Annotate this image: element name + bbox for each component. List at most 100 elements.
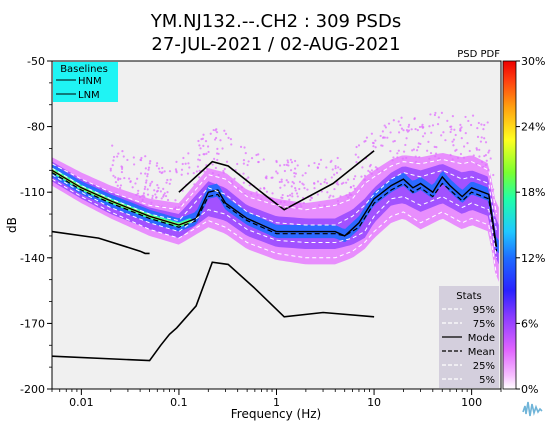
density-outlier (123, 176, 126, 180)
density-outlier (355, 145, 358, 149)
density-outlier (345, 181, 348, 184)
density-outlier (466, 142, 469, 145)
density-outlier (287, 164, 290, 167)
colorbar (502, 60, 517, 390)
density-outlier (203, 170, 206, 173)
density-outlier (323, 181, 326, 184)
density-outlier (237, 186, 240, 190)
density-outlier (133, 163, 136, 166)
density-outlier (236, 162, 239, 166)
density-outlier (336, 156, 339, 160)
series-line-5pct (52, 178, 497, 276)
density-outlier (265, 190, 269, 193)
density-outlier (313, 161, 316, 165)
density-outlier (450, 128, 453, 131)
density-outlier (281, 193, 284, 197)
density-outlier (324, 178, 327, 181)
density-outlier (117, 177, 120, 180)
density-outlier (262, 158, 265, 161)
density-outlier (407, 125, 410, 128)
density-outlier (407, 123, 411, 127)
density-outlier (415, 149, 419, 152)
density-outlier (434, 111, 437, 115)
density-outlier (168, 170, 172, 173)
density-outlier (325, 166, 328, 169)
density-outlier (157, 186, 160, 189)
density-outlier (335, 171, 339, 174)
density-outlier (182, 156, 185, 160)
density-outlier (459, 123, 462, 126)
density-outlier (372, 145, 375, 148)
density-outlier (405, 156, 408, 160)
density-outlier (336, 199, 340, 203)
density-outlier (451, 158, 454, 161)
density-outlier (301, 174, 304, 177)
density-outlier (292, 182, 296, 185)
density-outlier (148, 184, 152, 187)
density-outlier (371, 141, 375, 144)
density-outlier (291, 180, 294, 184)
density-outlier (144, 181, 148, 184)
density-outlier (157, 167, 161, 170)
density-outlier (348, 191, 351, 195)
density-outlier (360, 175, 363, 178)
density-outlier (222, 171, 225, 174)
density-outlier (260, 198, 263, 201)
density-outlier (187, 162, 190, 165)
density-outlier (405, 129, 409, 132)
density-outlier (454, 133, 457, 137)
density-outlier (299, 203, 302, 206)
stats-legend-label: Mode (468, 333, 495, 344)
density-outlier (397, 120, 400, 123)
colorbar-tick-label: 24% (521, 121, 545, 134)
density-outlier (283, 201, 286, 204)
density-outlier (329, 194, 332, 197)
density-outlier (121, 149, 124, 153)
density-outlier (313, 187, 316, 190)
density-outlier (279, 200, 283, 203)
density-outlier (259, 187, 262, 190)
density-outlier (215, 128, 218, 131)
density-outlier (175, 160, 178, 164)
density-outlier (216, 158, 219, 162)
density-outlier (200, 138, 203, 141)
density-outlier (436, 123, 440, 126)
density-outlier (484, 141, 488, 144)
y-tick-label: -80 (27, 121, 45, 134)
density-outlier (240, 186, 243, 189)
density-outlier (444, 139, 447, 142)
y-axis-label: dB (5, 217, 19, 233)
density-outlier (492, 188, 495, 191)
x-tick-label: 1 (273, 396, 280, 409)
density-outlier (120, 167, 124, 171)
density-outlier (144, 172, 147, 175)
density-outlier (479, 140, 483, 143)
density-outlier (217, 173, 220, 177)
density-outlier (383, 124, 386, 127)
density-outlier (468, 149, 471, 153)
density-outlier (149, 160, 152, 163)
density-outlier (477, 121, 480, 125)
density-outlier (332, 195, 335, 198)
stats-legend-label: 95% (473, 305, 495, 316)
density-outlier (197, 158, 200, 161)
density-outlier (433, 113, 437, 117)
density-outlier (148, 162, 151, 165)
colorbar-tick-label: 18% (521, 186, 545, 199)
density-outlier (144, 185, 147, 188)
density-outlier (174, 199, 177, 202)
density-outlier (243, 146, 246, 149)
density-outlier (188, 166, 191, 169)
density-outlier (352, 184, 355, 187)
density-outlier (151, 194, 154, 198)
density-outlier (155, 196, 158, 199)
density-outlier (112, 159, 115, 162)
density-outlier (256, 194, 259, 197)
density-outlier (452, 138, 456, 141)
density-outlier (280, 178, 283, 181)
density-outlier (328, 196, 331, 199)
density-outlier (492, 173, 495, 177)
density-outlier (224, 132, 228, 135)
density-outlier (387, 122, 391, 125)
colorbar-tick-label: 12% (521, 252, 545, 265)
